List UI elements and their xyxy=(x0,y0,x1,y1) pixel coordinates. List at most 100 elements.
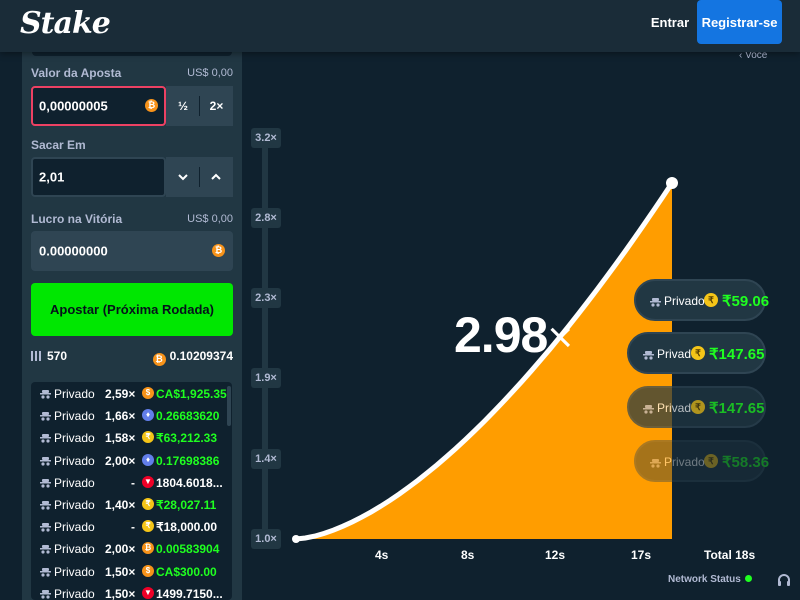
bet-sidebar: Valor da Aposta US$ 0,00 0,00000005 ₿ ½ … xyxy=(22,52,242,600)
player-amount: ₹63,212.33 xyxy=(156,431,218,446)
trx-currency-icon: ▼ xyxy=(142,586,154,599)
player-row[interactable]: Privado 2,00× ₿ 0.00583904 xyxy=(31,538,232,560)
bet-amount-input[interactable]: 0,00000005 ₿ xyxy=(31,86,166,126)
incognito-icon xyxy=(40,521,51,532)
player-multiplier: 1,40× xyxy=(105,498,136,512)
profit-usd: US$ 0,00 xyxy=(187,213,233,225)
profit-label: Lucro na Vitória xyxy=(31,212,123,226)
player-amount: ₹28,027.11 xyxy=(156,498,217,512)
curve-start-dot xyxy=(292,535,300,543)
incognito-icon xyxy=(40,543,51,554)
cashout-amount: ₹147.65 xyxy=(709,346,765,363)
incognito-icon xyxy=(40,410,51,421)
incognito-icon xyxy=(40,499,51,510)
btc-coin-icon: ₿ xyxy=(212,244,225,257)
cashout-pill: Privado ₹ ₹147.65 xyxy=(627,386,766,428)
cashout-value: 2,01 xyxy=(39,169,65,185)
player-name: Privado xyxy=(54,564,95,579)
x-tick-label: Total 18s xyxy=(704,548,756,562)
chevron-up-icon xyxy=(211,173,221,180)
player-multiplier: 1,58× xyxy=(105,431,136,446)
network-status-label: Network Status xyxy=(668,574,741,585)
player-row[interactable]: Privado - ₹ ₹18,000.00 xyxy=(31,516,232,538)
current-multiplier-value: 2.98 xyxy=(454,307,548,363)
list-scrollbar[interactable] xyxy=(227,386,231,426)
player-row[interactable]: Privado 1,50× $ CA$300.00 xyxy=(31,561,232,583)
inr-currency-icon: ₹ xyxy=(142,520,154,533)
btn-divider xyxy=(199,96,200,116)
player-row[interactable]: Privado 1,58× ₹ ₹63,212.33 xyxy=(31,427,232,449)
player-list[interactable]: Privado 2,59× $ CA$1,925.35 Privado 1,66× ♦ 0.2… xyxy=(31,382,232,600)
player-multiplier: - xyxy=(131,520,135,535)
curve-end-dot xyxy=(666,177,678,189)
player-name: Privado xyxy=(54,520,95,535)
x-tick-label: 8s xyxy=(461,548,475,562)
player-amount: CA$300.00 xyxy=(156,564,217,579)
register-button[interactable]: Registrar-se xyxy=(697,0,782,44)
inr-currency-icon: ₹ xyxy=(691,400,705,414)
player-row[interactable]: Privado 1,50× ▼ 1499.7150... xyxy=(31,583,232,600)
cad-currency-icon: $ xyxy=(142,564,154,577)
player-name: Privado xyxy=(54,431,95,446)
bet-amount-label: Valor da Aposta xyxy=(31,66,122,80)
eth-currency-icon: ♦ xyxy=(142,453,154,466)
player-row[interactable]: Privado 1,40× ₹ ₹28,027.11 xyxy=(31,494,232,516)
cashout-player-name: Privado xyxy=(664,294,705,308)
player-multiplier: 2,00× xyxy=(105,542,136,557)
player-row[interactable]: Privado 2,00× ♦ 0.17698386 xyxy=(31,450,232,472)
player-amount: CA$1,925.35 xyxy=(156,387,227,401)
status-dot-icon xyxy=(744,575,752,582)
network-status[interactable]: Network Status xyxy=(668,574,752,585)
login-button[interactable]: Entrar xyxy=(644,12,696,32)
btc-coin-icon: ₿ xyxy=(152,353,166,366)
x-tick-label: 4s xyxy=(375,548,389,562)
trx-currency-icon: ▼ xyxy=(142,475,154,488)
player-multiplier: 1,66× xyxy=(105,409,136,424)
y-tick-label: 1.0× xyxy=(251,529,281,549)
cashout-pill: Privado ₹ ₹147.65 xyxy=(627,332,766,374)
double-bet-button[interactable]: 2× xyxy=(200,86,233,126)
inr-currency-icon: ₹ xyxy=(691,346,705,360)
player-amount: 1499.7150... xyxy=(156,586,223,600)
btc-coin-icon: ₿ xyxy=(145,99,158,112)
you-label: ‹ Voce xyxy=(739,50,768,61)
player-multiplier: 2,59× xyxy=(105,387,136,401)
player-multiplier: - xyxy=(131,475,135,490)
half-bet-button[interactable]: ½ xyxy=(166,86,200,126)
incognito-icon xyxy=(40,588,51,599)
player-name: Privado xyxy=(54,387,95,401)
bet-amount-usd: US$ 0,00 xyxy=(187,67,233,79)
player-row[interactable]: Privado 1,66× ♦ 0.26683620 xyxy=(31,405,232,427)
eth-currency-icon: ♦ xyxy=(142,409,154,422)
total-bet-value: 0.10209374 xyxy=(169,349,233,363)
player-name: Privado xyxy=(54,475,95,490)
player-multiplier: 2,00× xyxy=(105,453,136,468)
stake-logo[interactable]: Stake xyxy=(20,6,111,41)
player-multiplier: 1,50× xyxy=(105,586,136,600)
profit-value: 0.00000000 xyxy=(39,243,108,259)
player-count-value: 570 xyxy=(47,349,68,363)
incognito-icon xyxy=(643,349,654,360)
headset-icon[interactable] xyxy=(776,573,792,589)
player-name: Privado xyxy=(54,542,95,557)
player-name: Privado xyxy=(54,409,95,424)
cashout-pill: Privado ₹ ₹58.36 xyxy=(634,440,770,482)
place-bet-button[interactable]: Apostar (Próxima Rodada) xyxy=(31,283,233,336)
player-row[interactable]: Privado 2,59× $ CA$1,925.35 xyxy=(31,383,232,405)
players-icon xyxy=(31,351,41,361)
cashout-decrease-button[interactable] xyxy=(166,157,200,197)
cashout-amount: ₹147.65 xyxy=(709,400,765,417)
sidebar-top-stub xyxy=(32,52,232,56)
cashout-amount: ₹58.36 xyxy=(722,454,770,471)
y-tick-label: 1.4× xyxy=(251,449,281,469)
cashout-increase-button[interactable] xyxy=(200,157,233,197)
cashout-label: Sacar Em xyxy=(31,138,86,152)
cashout-input[interactable]: 2,01 xyxy=(31,157,166,197)
total-bet: ₿ 0.10209374 xyxy=(152,349,233,366)
y-tick-label: 2.3× xyxy=(251,288,281,308)
player-row[interactable]: Privado - ▼ 1804.6018... xyxy=(31,472,232,494)
y-tick-label: 2.8× xyxy=(251,208,281,228)
top-header: Stake Entrar Registrar-se xyxy=(0,0,800,52)
cad-currency-icon: $ xyxy=(142,387,154,399)
y-tick-label: 3.2× xyxy=(251,128,281,148)
